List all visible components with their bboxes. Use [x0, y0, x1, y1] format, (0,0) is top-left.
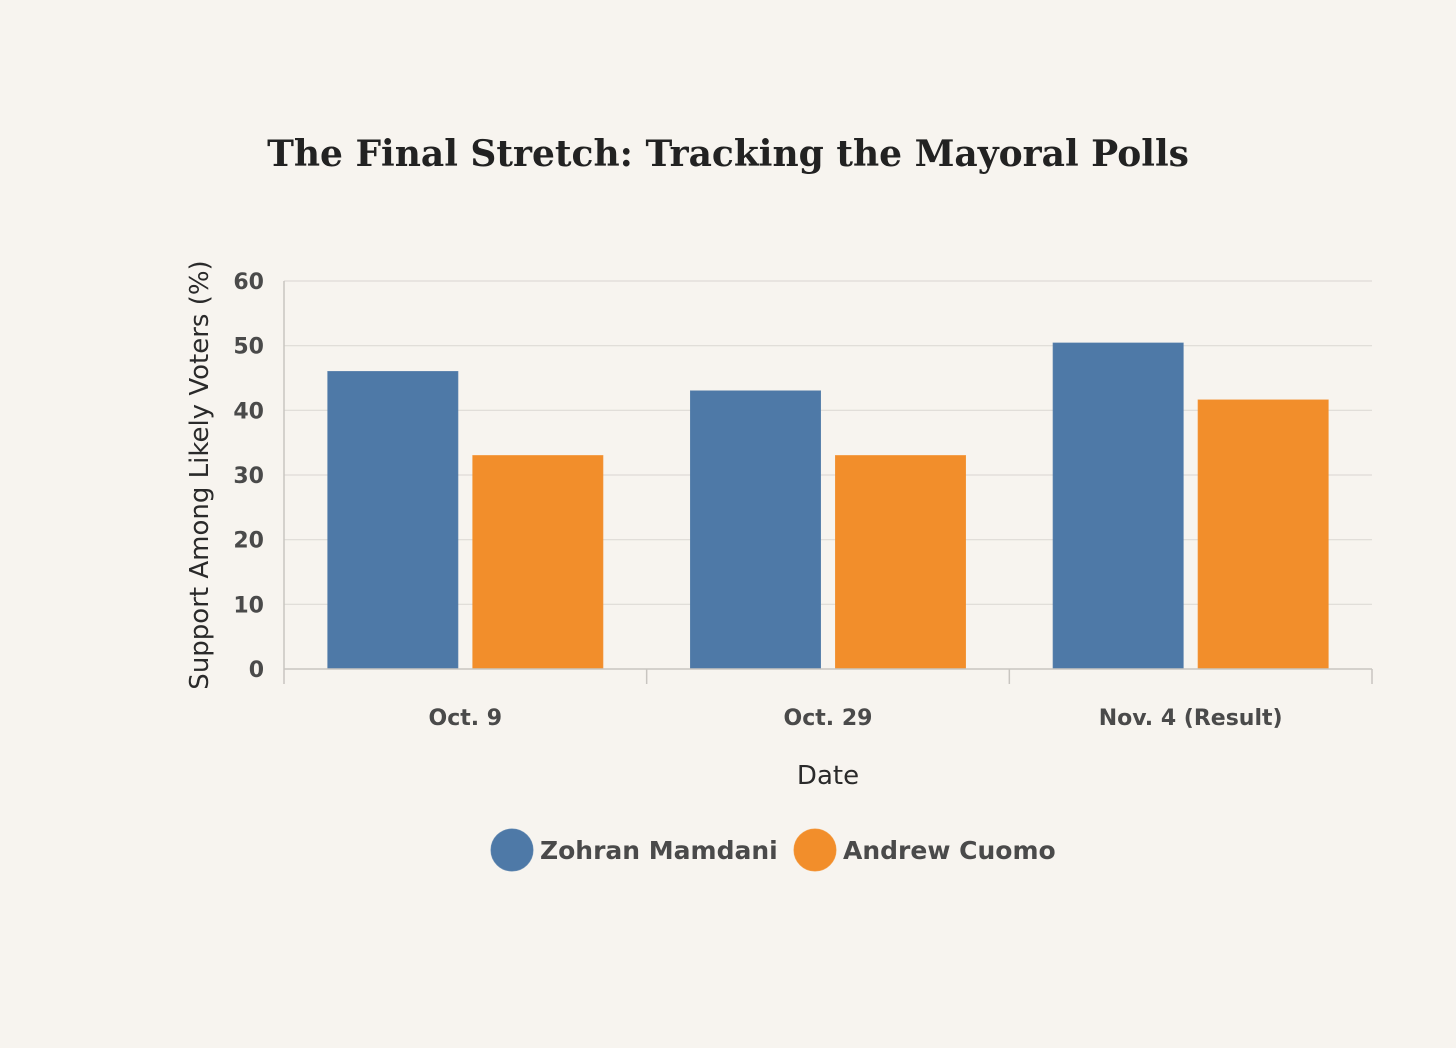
legend: Zohran Mamdani Andrew Cuomo [490, 828, 1056, 872]
y-tick-label: 50 [233, 335, 264, 360]
y-tick-label: 0 [249, 658, 264, 683]
legend-label: Andrew Cuomo [843, 836, 1056, 865]
x-tick-label: Nov. 4 (Result) [1099, 706, 1283, 731]
y-tick-label: 10 [233, 593, 264, 618]
bar [1197, 399, 1329, 670]
y-axis-title: Support Among Likely Voters (%) [185, 260, 215, 689]
bar [472, 455, 604, 670]
legend-swatch [793, 828, 837, 872]
y-tick-label: 20 [233, 529, 264, 554]
legend-item: Zohran Mamdani [490, 828, 778, 872]
legend-swatch [490, 828, 534, 872]
bar [327, 371, 459, 670]
y-tick-label: 60 [233, 270, 264, 295]
y-tick-label: 30 [233, 464, 264, 489]
bars [327, 342, 1329, 670]
bar [1052, 342, 1184, 670]
x-tick-label: Oct. 29 [784, 706, 873, 731]
axes: 0 10 20 30 40 50 60 Oct. 9 Oct. 29 Nov. 4 (Result… [233, 270, 1373, 731]
bar [690, 390, 821, 670]
bar [835, 455, 966, 670]
chart-title: The Final Stretch: Tracking the Mayoral … [267, 133, 1189, 175]
legend-item: Andrew Cuomo [793, 828, 1056, 872]
x-axis-title: Date [797, 761, 859, 791]
y-tick-label: 40 [233, 399, 264, 424]
legend-label: Zohran Mamdani [540, 836, 778, 865]
x-tick-label: Oct. 9 [429, 706, 503, 731]
grid [284, 280, 1372, 605]
